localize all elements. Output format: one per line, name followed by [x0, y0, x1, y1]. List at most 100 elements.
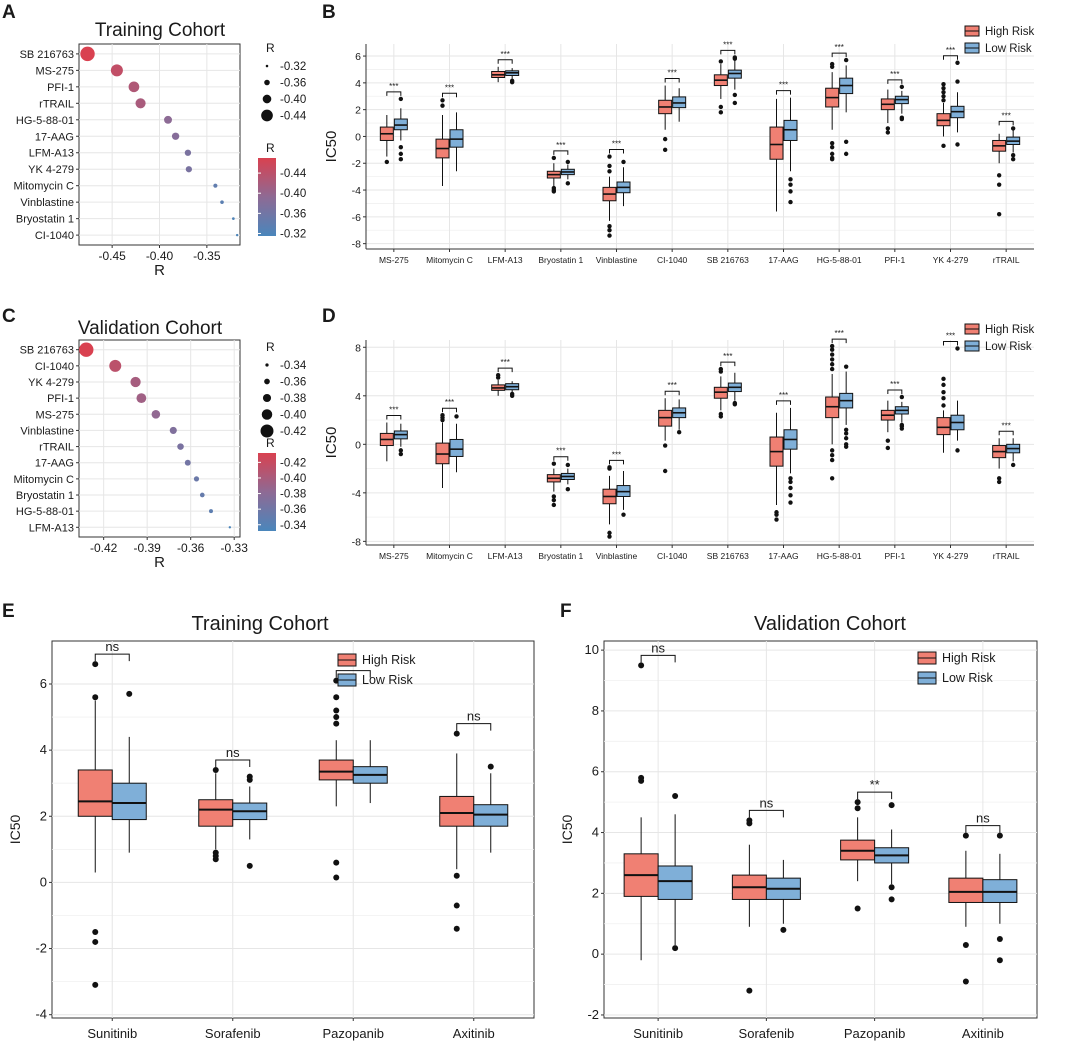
- box-low-PFI-1: [894, 84, 909, 122]
- box-low-Sunitinib: [657, 793, 693, 952]
- x-tick-label: Axitinib: [962, 1026, 1004, 1041]
- panel-label-D: D: [322, 306, 336, 327]
- sig-bracket: [386, 414, 402, 420]
- sig-label: ***: [612, 140, 621, 149]
- drug-label: YK 4-279: [28, 164, 74, 176]
- outlier: [718, 366, 724, 372]
- x-tick-label: -0.39: [133, 541, 161, 555]
- box-high-Vinblastine: [602, 154, 617, 238]
- color-legend-label: -0.38: [280, 489, 306, 501]
- outlier: [718, 110, 724, 115]
- size-legend-label: -0.44: [280, 111, 307, 123]
- outlier: [941, 403, 946, 408]
- outlier: [996, 173, 1002, 178]
- outlier: [638, 774, 645, 781]
- box-high-PFI-1: [880, 400, 895, 451]
- y-axis-label: IC50: [323, 427, 340, 459]
- outlier: [996, 182, 1002, 187]
- panel-label-A: A: [2, 2, 16, 23]
- drug-label: PFI-1: [47, 393, 74, 405]
- color-legend-label: -0.40: [280, 473, 306, 485]
- legend-label: Low Risk: [985, 43, 1032, 55]
- outlier: [941, 389, 946, 395]
- x-tick-label: YK 4-279: [933, 255, 969, 265]
- sig-label: ***: [834, 329, 843, 338]
- box: [657, 865, 693, 900]
- outlier: [551, 189, 557, 194]
- panel-label-F: F: [560, 601, 572, 622]
- outlier: [829, 362, 835, 367]
- outlier: [92, 981, 99, 988]
- size-legend-label: -0.32: [280, 61, 306, 73]
- box-high-Mitomycin-C: [435, 98, 450, 187]
- outlier: [662, 136, 668, 142]
- outlier: [551, 155, 557, 161]
- sig-label: ***: [1001, 111, 1010, 120]
- drug-label: CI-1040: [35, 230, 74, 242]
- outlier: [551, 497, 557, 503]
- panel-D: -8 -4 0 4 8 IC50 *** MS-275 *** Mitomycin C *** LFM…: [323, 323, 1034, 561]
- panel-label-C: C: [2, 306, 16, 327]
- outlier: [607, 154, 612, 159]
- panel-F: Validation Cohort -2 0 2 4 6 8 10 IC50 ns Sunitini…: [559, 613, 1038, 1041]
- x-tick-label: -0.36: [177, 541, 205, 555]
- sig-label: ***: [723, 352, 732, 361]
- box-high-MS-275: [379, 422, 394, 462]
- outlier: [732, 92, 738, 98]
- sig-bracket: [831, 52, 847, 58]
- plot-area: [51, 640, 535, 1019]
- drug-label: 17-AAG: [35, 131, 74, 143]
- outlier: [246, 862, 253, 869]
- sig-label: ***: [389, 82, 398, 91]
- x-tick-label: Sorafenib: [205, 1026, 261, 1041]
- sig-bracket: [998, 430, 1014, 436]
- outlier: [126, 690, 133, 697]
- drug-label: 17-AAG: [35, 458, 74, 470]
- outlier: [454, 414, 459, 419]
- outlier: [829, 448, 835, 453]
- sig-bracket: [887, 389, 903, 395]
- sig-bracket: [640, 654, 676, 663]
- outlier: [788, 189, 793, 194]
- box: [948, 877, 984, 903]
- outlier: [788, 199, 793, 205]
- sig-label: ***: [890, 70, 899, 79]
- y-tick-label: -4: [35, 1007, 47, 1022]
- sig-label: ***: [779, 391, 788, 400]
- y-tick-label: 2: [40, 808, 47, 823]
- point-Bryostatin-1: [199, 492, 205, 498]
- y-tick-label: -2: [352, 158, 361, 170]
- box-high-rTRAIL: [992, 133, 1007, 217]
- y-tick-label: 2: [592, 885, 599, 900]
- box: [439, 795, 475, 827]
- sig-label: **: [870, 777, 880, 792]
- y-tick-label: -8: [352, 536, 361, 548]
- outlier: [829, 61, 835, 67]
- outlier: [788, 476, 793, 481]
- outlier: [843, 151, 849, 157]
- panel-E: Training Cohort -4 -2 0 2 4 6 IC50 ns Sunitinib ns…: [7, 613, 535, 1041]
- outlier: [607, 228, 612, 233]
- x-tick-label: Bryostatin 1: [538, 551, 583, 561]
- box-high-Bryostatin-1: [546, 461, 561, 508]
- outlier: [453, 902, 460, 909]
- y-axis-label: IC50: [559, 815, 575, 845]
- sig-bracket: [553, 150, 569, 155]
- sig-bracket: [456, 723, 492, 731]
- sig-label: ***: [834, 43, 843, 52]
- point-Vinblastine: [220, 200, 224, 204]
- outlier: [246, 773, 253, 780]
- outlier: [843, 444, 849, 449]
- outlier: [607, 163, 612, 169]
- y-tick-label: 6: [40, 676, 47, 691]
- outlier: [962, 942, 969, 949]
- outlier: [607, 466, 612, 471]
- outlier: [996, 832, 1003, 839]
- sig-bracket: [386, 91, 402, 96]
- box-high-rTRAIL: [992, 438, 1007, 485]
- outlier: [843, 364, 849, 369]
- sig-bracket: [748, 809, 784, 818]
- outlier: [843, 57, 849, 63]
- box-low-Vinblastine: [616, 159, 631, 207]
